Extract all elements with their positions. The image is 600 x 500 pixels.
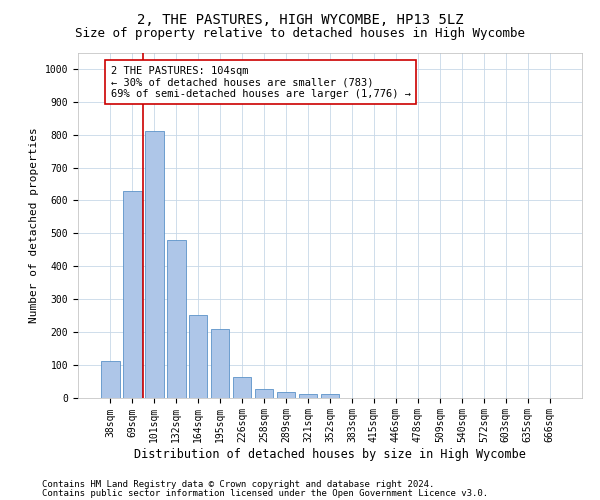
Text: Size of property relative to detached houses in High Wycombe: Size of property relative to detached ho… [75, 28, 525, 40]
Bar [277, 392, 295, 398]
Text: Contains HM Land Registry data © Crown copyright and database right 2024.: Contains HM Land Registry data © Crown c… [42, 480, 434, 489]
Text: 2, THE PASTURES, HIGH WYCOMBE, HP13 5LZ: 2, THE PASTURES, HIGH WYCOMBE, HP13 5LZ [137, 12, 463, 26]
Y-axis label: Number of detached properties: Number of detached properties [29, 127, 39, 323]
Text: Contains public sector information licensed under the Open Government Licence v3: Contains public sector information licen… [42, 490, 488, 498]
Bar [167, 240, 185, 398]
Bar [255, 388, 274, 398]
Bar [211, 330, 229, 398]
Bar [233, 377, 251, 398]
Text: 2 THE PASTURES: 104sqm
← 30% of detached houses are smaller (783)
69% of semi-de: 2 THE PASTURES: 104sqm ← 30% of detached… [110, 66, 410, 99]
Bar [145, 132, 164, 398]
Bar [101, 362, 119, 398]
Bar [320, 394, 340, 398]
Bar [123, 190, 142, 398]
Bar [299, 394, 317, 398]
Bar [189, 316, 208, 398]
X-axis label: Distribution of detached houses by size in High Wycombe: Distribution of detached houses by size … [134, 448, 526, 461]
